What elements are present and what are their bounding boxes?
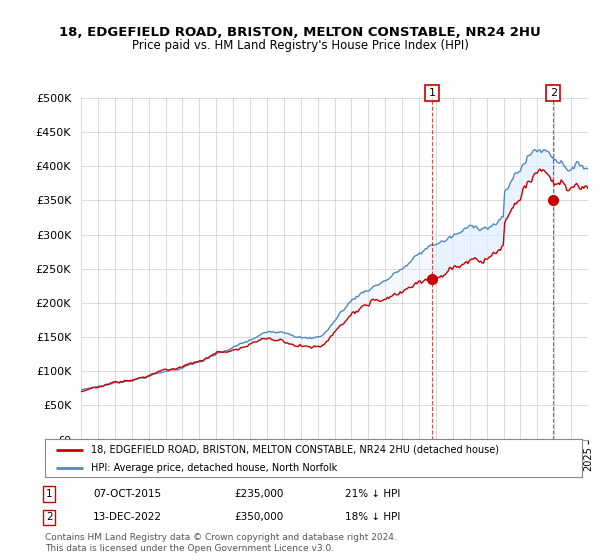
Text: £350,000: £350,000 xyxy=(234,512,283,522)
Text: Contains HM Land Registry data © Crown copyright and database right 2024.
This d: Contains HM Land Registry data © Crown c… xyxy=(45,533,397,553)
Text: £235,000: £235,000 xyxy=(234,489,283,499)
Text: 18, EDGEFIELD ROAD, BRISTON, MELTON CONSTABLE, NR24 2HU (detached house): 18, EDGEFIELD ROAD, BRISTON, MELTON CONS… xyxy=(91,445,499,455)
Text: 1: 1 xyxy=(428,88,436,98)
Text: HPI: Average price, detached house, North Norfolk: HPI: Average price, detached house, Nort… xyxy=(91,463,337,473)
Text: 1: 1 xyxy=(46,489,53,499)
Text: 13-DEC-2022: 13-DEC-2022 xyxy=(93,512,162,522)
Text: 2: 2 xyxy=(550,88,557,98)
Text: 18, EDGEFIELD ROAD, BRISTON, MELTON CONSTABLE, NR24 2HU: 18, EDGEFIELD ROAD, BRISTON, MELTON CONS… xyxy=(59,26,541,39)
Text: 07-OCT-2015: 07-OCT-2015 xyxy=(93,489,161,499)
Text: 2: 2 xyxy=(46,512,53,522)
Text: 21% ↓ HPI: 21% ↓ HPI xyxy=(345,489,400,499)
Text: 18% ↓ HPI: 18% ↓ HPI xyxy=(345,512,400,522)
Text: Price paid vs. HM Land Registry's House Price Index (HPI): Price paid vs. HM Land Registry's House … xyxy=(131,39,469,53)
